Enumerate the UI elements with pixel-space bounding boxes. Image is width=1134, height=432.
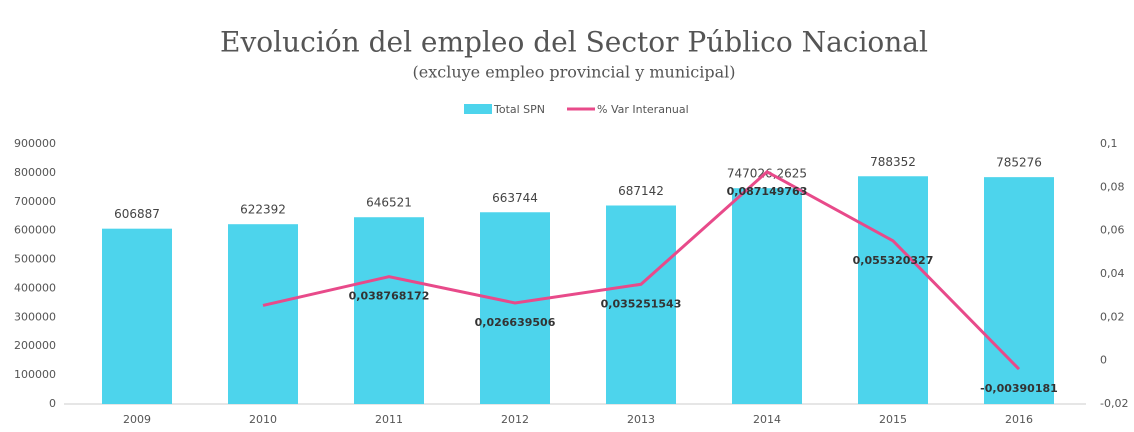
y-tick-label: 200000 (14, 339, 56, 352)
bar (480, 212, 550, 404)
legend-label: Total SPN (493, 103, 545, 116)
x-tick-label: 2009 (123, 413, 151, 426)
bar-label: 606887 (114, 207, 160, 221)
bar (858, 176, 928, 404)
line-label: 0,026639506 (475, 316, 556, 329)
legend-label: % Var Interanual (597, 103, 689, 116)
bar-label: 663744 (492, 191, 538, 205)
bar (102, 228, 172, 404)
y2-tick-label: 0,02 (1100, 310, 1125, 323)
line-label: 0,038768172 (349, 290, 430, 303)
y-tick-label: 900000 (14, 137, 56, 150)
y-tick-label: 0 (49, 397, 56, 410)
line-label: -0,00390181 (980, 382, 1058, 395)
line-label: 0,035251543 (601, 297, 682, 310)
bar-label: 788352 (870, 155, 916, 169)
y-tick-label: 400000 (14, 281, 56, 294)
y2-tick-label: 0 (1100, 354, 1107, 367)
y-tick-label: 100000 (14, 368, 56, 381)
bar-label: 785276 (996, 156, 1042, 170)
y-tick-label: 600000 (14, 224, 56, 237)
y2-tick-label: 0,04 (1100, 267, 1125, 280)
y-tick-label: 300000 (14, 310, 56, 323)
x-tick-label: 2013 (627, 413, 655, 426)
x-tick-label: 2016 (1005, 413, 1033, 426)
line (262, 170, 1021, 371)
y2-tick-label: 0,1 (1100, 137, 1118, 150)
y-tick-label: 800000 (14, 166, 56, 179)
y2-tick-label: 0,06 (1100, 224, 1125, 237)
bar-label: 687142 (618, 184, 664, 198)
x-tick-label: 2014 (753, 413, 781, 426)
x-tick-label: 2012 (501, 413, 529, 426)
y-tick-label: 700000 (14, 195, 56, 208)
chart-subtitle: (excluye empleo provincial y municipal) (413, 63, 736, 82)
bar (228, 224, 298, 404)
bar-label: 646521 (366, 196, 412, 210)
bar (354, 217, 424, 404)
bar (984, 177, 1054, 404)
x-tick-label: 2011 (375, 413, 403, 426)
line-label: 0,055320327 (853, 254, 934, 267)
y2-tick-label: -0,02 (1100, 397, 1128, 410)
bar (606, 205, 676, 404)
bar-label: 622392 (240, 203, 286, 217)
legend-swatch (464, 104, 492, 114)
x-tick-label: 2015 (879, 413, 907, 426)
y2-tick-label: 0,08 (1100, 180, 1125, 193)
line-label: 0,087149763 (727, 185, 808, 198)
chart-title: Evolución del empleo del Sector Público … (220, 26, 928, 59)
x-tick-label: 2010 (249, 413, 277, 426)
bar (732, 188, 802, 404)
y-tick-label: 500000 (14, 253, 56, 266)
